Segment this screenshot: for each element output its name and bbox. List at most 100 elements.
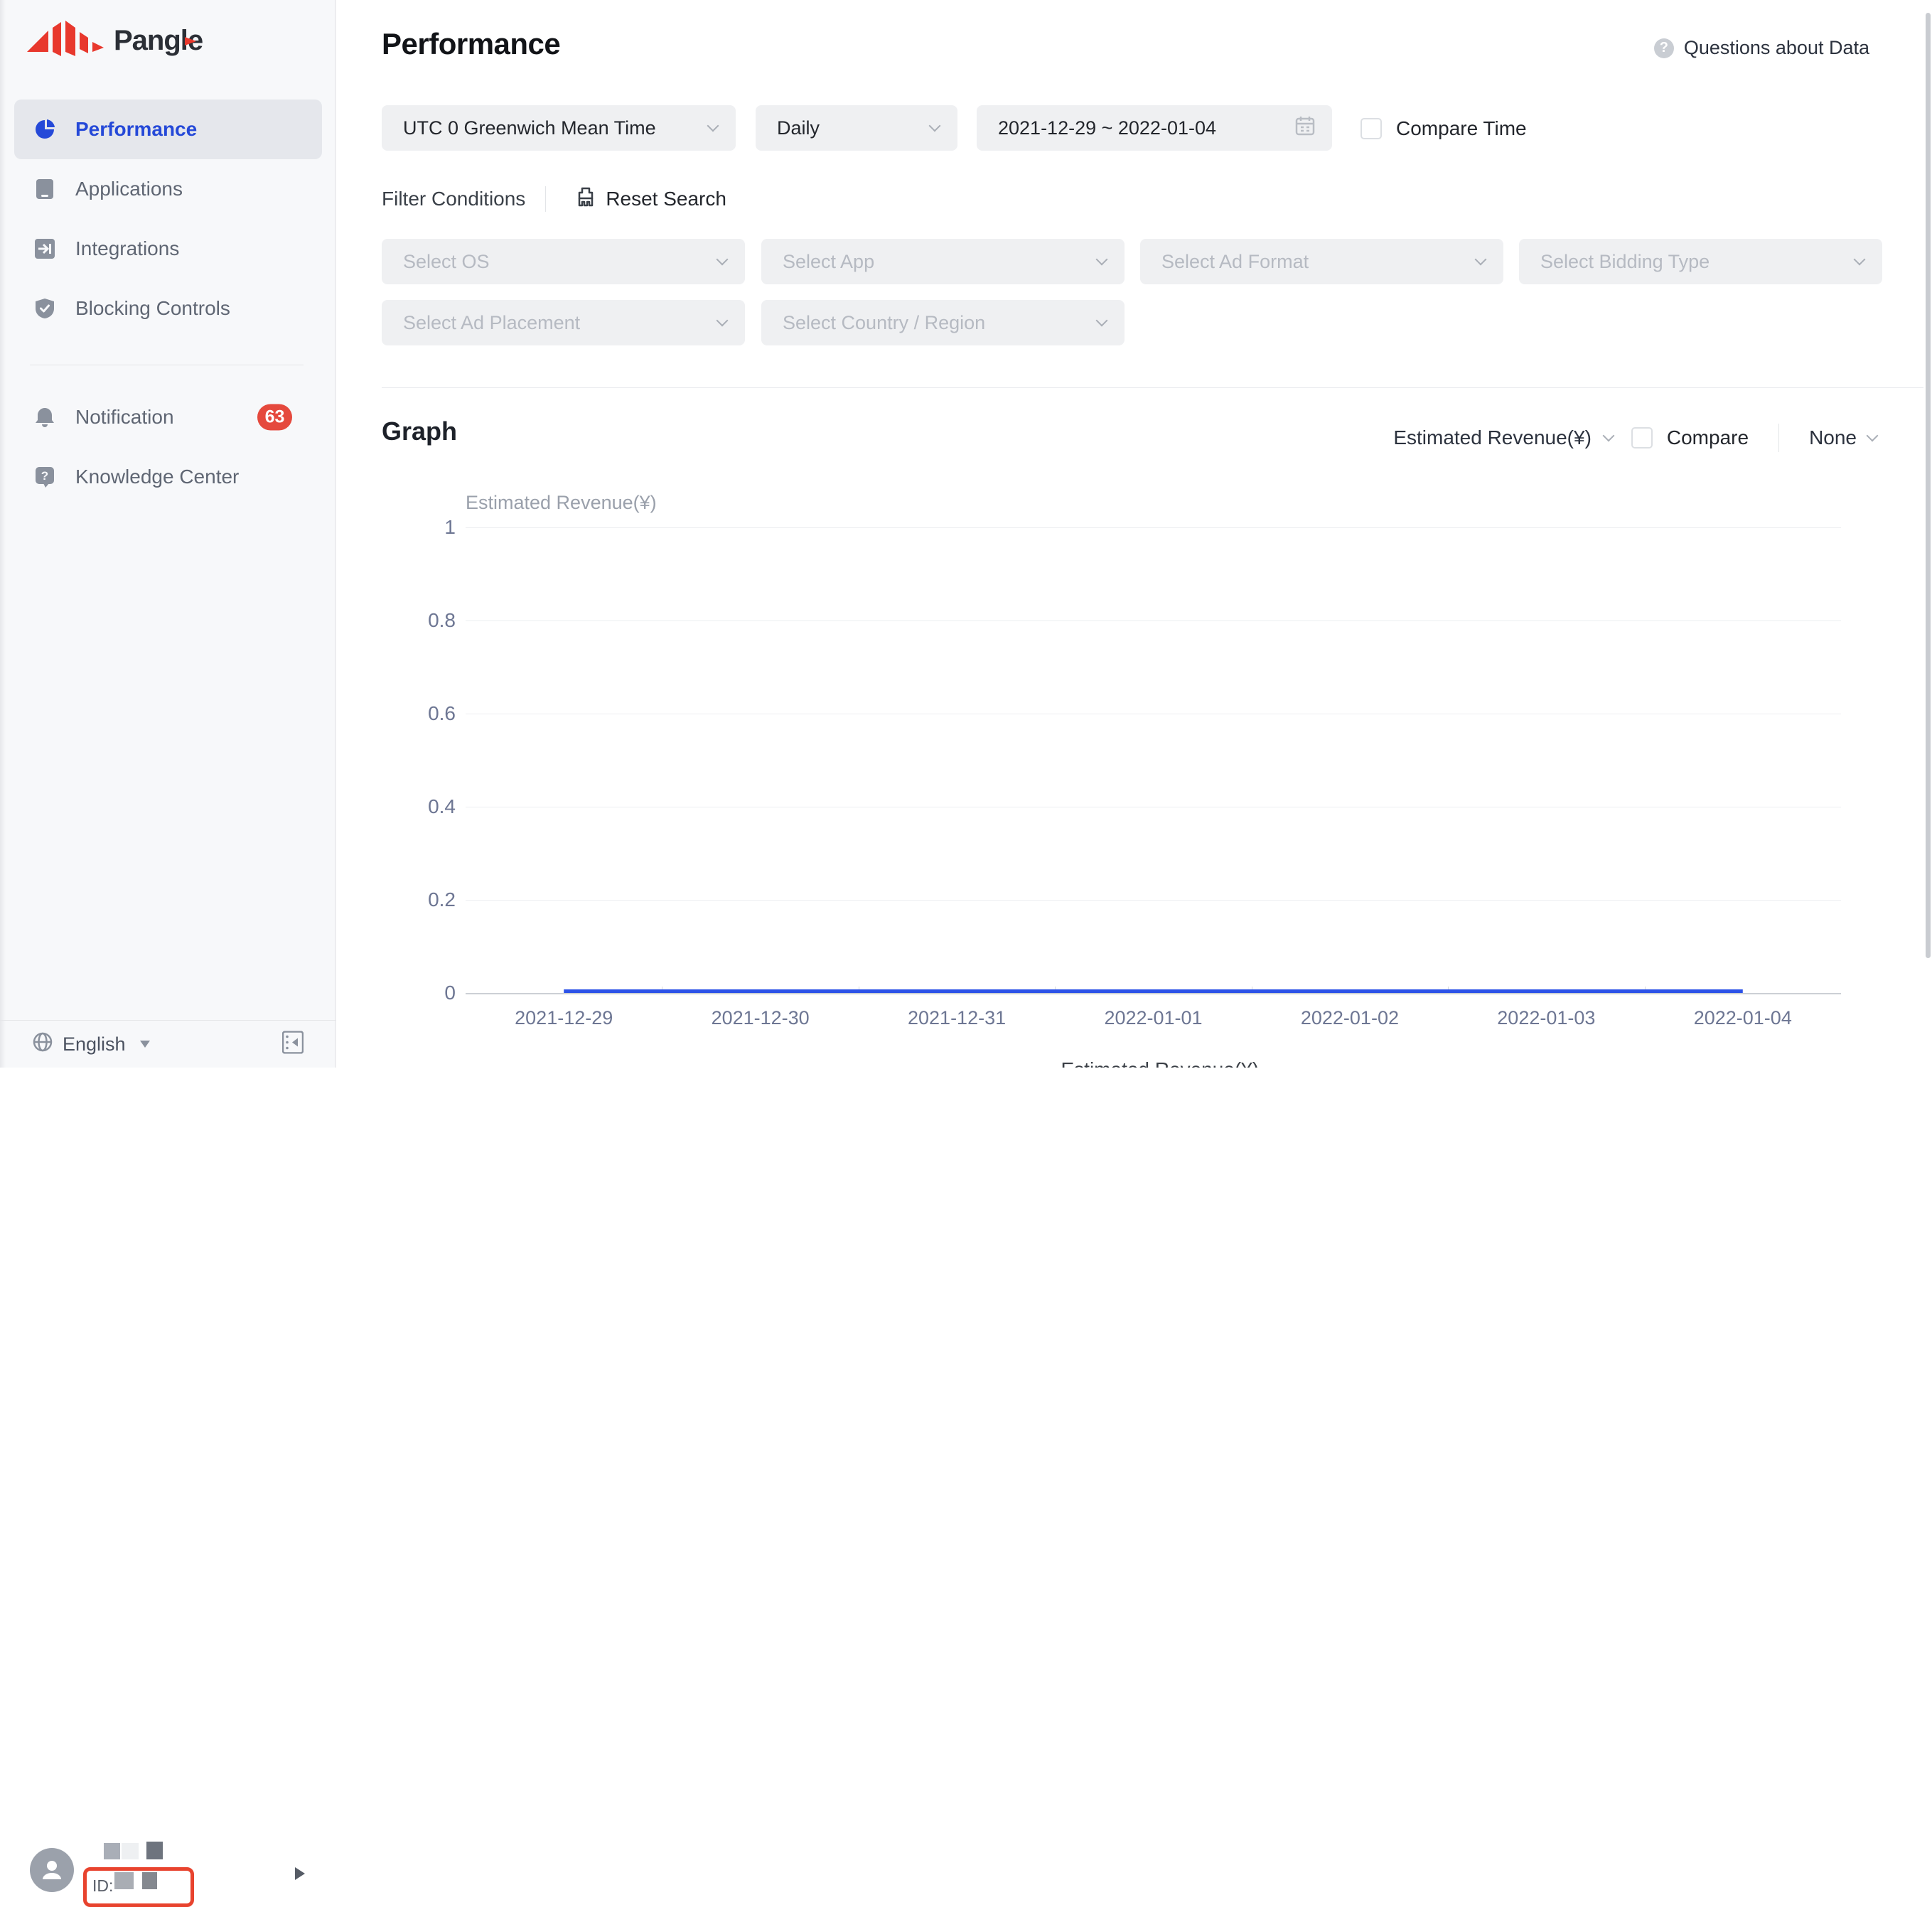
sidebar-item-label: Knowledge Center [75,466,240,488]
y-tick-label: 0.8 [428,609,456,631]
user-avatar[interactable] [30,1848,74,1892]
applications-icon [34,178,55,200]
chevron-down-icon [928,119,941,132]
sidebar-item-label: Notification [75,406,174,428]
granularity-select[interactable]: Daily [756,105,957,151]
page-title: Performance [382,27,561,60]
reset-search-button[interactable]: Reset Search [576,187,726,212]
sidebar-item-notification[interactable]: Notification 63 [14,387,322,447]
user-area: ID: [0,917,336,1907]
questions-about-data-link[interactable]: ? Questions about Data [1653,37,1869,59]
chart-legend[interactable]: Estimated Revenue(¥) [1061,1058,1260,1068]
shield-check-icon [34,298,55,319]
select-ad-format-placeholder: Select Ad Format [1161,250,1309,272]
svg-text:?: ? [41,469,48,483]
compare-row: Compare [1631,426,1749,449]
select-ad-format[interactable]: Select Ad Format [1140,239,1503,284]
language-label: English [63,1033,126,1055]
y-tick-label: 0.4 [428,795,456,817]
timezone-value: UTC 0 Greenwich Mean Time [403,117,656,139]
select-app-placeholder: Select App [783,250,875,272]
granularity-value: Daily [777,117,820,139]
integrations-icon [34,238,55,259]
vertical-scrollbar[interactable] [1926,13,1931,958]
collapse-sidebar-button[interactable] [281,1031,304,1058]
x-tick-label: 2022-01-04 [1693,1007,1792,1028]
metric-select[interactable]: Estimated Revenue(¥) [1393,426,1615,449]
vertical-divider [1778,424,1780,452]
sidebar-item-label: Applications [75,178,183,200]
select-app[interactable]: Select App [761,239,1125,284]
chevron-down-icon [1602,429,1615,442]
help-bubble-icon: ? [34,466,55,488]
sidebar-item-label: Blocking Controls [75,297,230,319]
select-ad-placement[interactable]: Select Ad Placement [382,300,745,345]
x-tick-label: 2021-12-31 [908,1007,1007,1028]
sidebar-item-integrations[interactable]: Integrations [14,219,322,279]
x-tick-label: 2022-01-03 [1497,1007,1596,1028]
sidebar-item-applications[interactable]: Applications [14,159,322,219]
x-tick-label: 2021-12-30 [711,1007,810,1028]
bell-icon [34,407,55,428]
select-os-placeholder: Select OS [403,250,490,272]
y-axis-title: Estimated Revenue(¥) [466,492,657,513]
notification-badge: 63 [257,404,292,431]
sidebar-item-label: Integrations [75,237,180,259]
select-bidding-type[interactable]: Select Bidding Type [1519,239,1882,284]
pie-chart-icon [34,119,55,140]
select-country-region-placeholder: Select Country / Region [783,311,986,333]
date-range-value: 2021-12-29 ~ 2022-01-04 [998,117,1216,139]
section-divider [382,387,1923,388]
sidebar-bottom-bar: English [0,1020,336,1068]
revenue-line-chart: Estimated Revenue(¥) 1 0.8 0.6 0.4 0.2 0 2021-… [338,469,1932,1068]
x-tick-label: 2022-01-01 [1104,1007,1203,1028]
chevron-down-icon [1095,314,1108,327]
compare-time-label: Compare Time [1396,117,1527,139]
metric-value: Estimated Revenue(¥) [1393,426,1592,448]
x-tick-mark [1644,987,1646,993]
select-country-region[interactable]: Select Country / Region [761,300,1125,345]
select-os[interactable]: Select OS [382,239,745,284]
caret-down-icon [139,1041,150,1048]
person-icon [43,1861,61,1879]
chevron-down-icon [1866,429,1879,442]
sidebar-item-label: Performance [75,118,198,140]
globe-icon [33,1032,53,1057]
vertical-divider [545,186,547,212]
sidebar-secondary-nav: Notification 63 ? Knowledge Center [0,387,336,507]
sidebar-item-knowledge-center[interactable]: ? Knowledge Center [14,447,322,507]
y-tick-label: 1 [444,516,456,538]
sidebar: Pangle Performance [0,0,336,1907]
main-content: Performance ? Questions about Data UTC 0… [338,0,1932,1068]
graph-controls: Estimated Revenue(¥) Compare None [1393,424,1879,452]
compare-checkbox[interactable] [1631,427,1653,448]
question-circle-icon: ? [1653,38,1674,58]
x-tick-mark [1055,987,1056,993]
user-id-label: ID: [92,1876,114,1895]
dimension-select[interactable]: None [1809,426,1879,449]
language-selector[interactable]: English [33,1032,150,1057]
chevron-down-icon [1095,253,1108,266]
x-tick-label: 2022-01-02 [1300,1007,1399,1028]
sidebar-item-blocking-controls[interactable]: Blocking Controls [14,279,322,338]
filter-conditions-label: Filter Conditions [382,188,526,210]
x-tick-label: 2021-12-29 [515,1007,613,1028]
brush-icon [576,187,596,212]
compare-time-row: Compare Time [1361,117,1527,140]
sidebar-nav: Performance Applications [0,100,336,338]
calendar-icon [1295,116,1315,141]
compare-time-checkbox[interactable] [1361,118,1382,139]
date-range-picker[interactable]: 2021-12-29 ~ 2022-01-04 [977,105,1332,151]
gridline [466,993,1841,994]
pangle-logo[interactable]: Pangle [27,18,233,63]
y-tick-label: 0.6 [428,702,456,724]
sidebar-item-performance[interactable]: Performance [14,100,322,159]
y-tick-label: 0 [444,982,456,1004]
gridline [466,527,1841,528]
questions-about-data-label: Questions about Data [1683,37,1869,58]
pangle-logo-accent [185,37,196,45]
timezone-select[interactable]: UTC 0 Greenwich Mean Time [382,105,736,151]
expand-user-menu-icon[interactable] [295,1867,305,1880]
select-ad-placement-placeholder: Select Ad Placement [403,311,581,333]
